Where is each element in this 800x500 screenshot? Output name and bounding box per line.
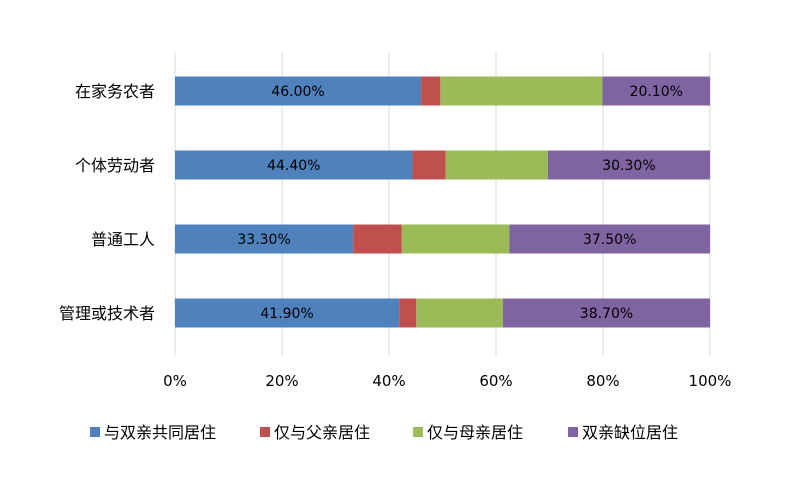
bar-segment [412, 150, 446, 180]
category-label: 管理或技术者 [59, 304, 155, 323]
x-tick-label: 80% [586, 372, 619, 390]
category-label: 个体劳动者 [75, 156, 155, 175]
bar-segment [353, 224, 402, 254]
bar-segment [175, 298, 400, 328]
x-tick-label: 60% [479, 372, 512, 390]
legend-swatch [413, 427, 423, 437]
bar-segment [175, 76, 422, 106]
bar-segment [547, 150, 710, 180]
legend-swatch [568, 427, 578, 437]
data-label: 38.70% [580, 306, 633, 322]
x-tick-label: 100% [689, 372, 732, 390]
bar-segment [445, 150, 548, 180]
bar-segment [421, 76, 441, 106]
x-tick-label: 20% [265, 372, 298, 390]
category-label: 普通工人 [91, 230, 155, 249]
bar-segment [399, 298, 417, 328]
bar-segment [175, 224, 354, 254]
data-label: 46.00% [271, 84, 324, 100]
legend-label: 与双亲共同居住 [104, 423, 216, 442]
legend-swatch [90, 427, 100, 437]
x-tick-label: 40% [372, 372, 405, 390]
bar-segment [401, 224, 510, 254]
bar-segment [602, 76, 710, 106]
bar-segment [416, 298, 503, 328]
legend-label: 仅与母亲居住 [427, 423, 523, 442]
legend-swatch [260, 427, 270, 437]
legend-label: 仅与父亲居住 [274, 423, 370, 442]
bar-segment [509, 224, 710, 254]
x-tick-label: 0% [163, 372, 187, 390]
bar-segment [175, 150, 413, 180]
data-label: 20.10% [630, 84, 683, 100]
data-label: 33.30% [237, 232, 290, 248]
category-label: 在家务农者 [75, 82, 155, 101]
bar-segment [502, 298, 710, 328]
data-label: 41.90% [260, 306, 313, 322]
bar-segment [440, 76, 603, 106]
data-label: 44.40% [267, 158, 320, 174]
data-label: 30.30% [602, 158, 655, 174]
legend-label: 双亲缺位居住 [582, 423, 678, 442]
data-label: 37.50% [583, 232, 636, 248]
